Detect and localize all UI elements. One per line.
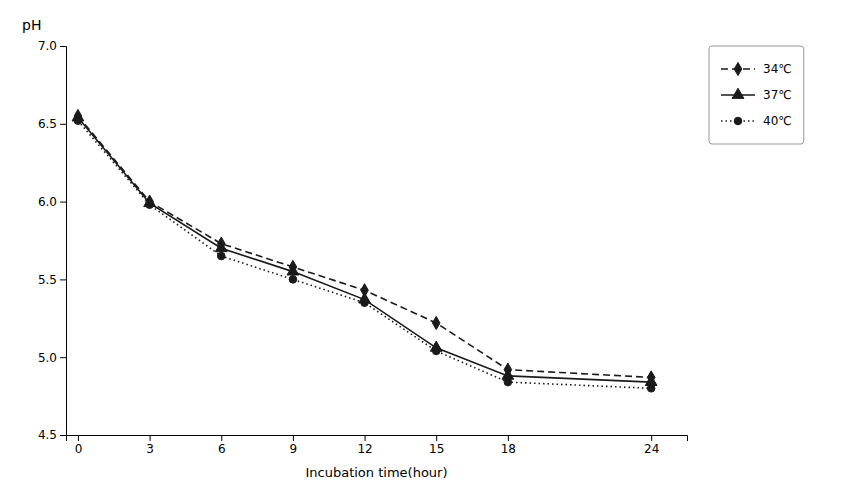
axis-line [60, 47, 67, 436]
tick-mark [60, 279, 66, 280]
tick: 6.5 [38, 117, 66, 131]
tick: 6.0 [38, 195, 66, 209]
tick-mark [150, 435, 151, 441]
tick-mark [651, 435, 652, 441]
tick-label: 0 [75, 442, 83, 456]
tick-label: 18 [501, 442, 516, 456]
tick-mark [293, 435, 294, 441]
tick: 3 [146, 435, 154, 456]
tick: 4.5 [38, 428, 66, 442]
tick-label: 24 [644, 442, 659, 456]
tick-mark [436, 435, 437, 441]
point-marker [287, 265, 299, 275]
point-marker [432, 316, 440, 329]
tick-mark [221, 435, 222, 441]
tick-label: 12 [357, 442, 372, 456]
tick: 6 [218, 435, 226, 456]
legend-marker [732, 88, 744, 98]
point-marker [647, 385, 655, 393]
point-marker [217, 252, 225, 260]
tick-label: 5.5 [38, 273, 57, 287]
tick: 15 [429, 435, 444, 456]
tick: 7.0 [38, 39, 66, 53]
x-axis: 0 3 6 9 12 15 18 24 [67, 435, 688, 456]
point-marker [146, 201, 154, 209]
tick-mark [508, 435, 509, 441]
y-axis: 4.5 5.0 5.5 6.0 6.5 7.0 [38, 39, 67, 442]
x-axis-title: Incubation time(hour) [305, 465, 447, 480]
tick-mark [60, 435, 66, 436]
legend-entry: 34℃ [721, 62, 792, 76]
legend-frame [709, 46, 804, 144]
series-line [78, 121, 651, 389]
tick-label: 4.5 [38, 428, 57, 442]
tick-mark [60, 124, 66, 125]
tick-mark [60, 46, 66, 47]
point-marker [289, 276, 297, 284]
point-marker [432, 347, 440, 355]
tick: 5.5 [38, 273, 66, 287]
tick-mark [365, 435, 366, 441]
legend-label: 34℃ [763, 62, 792, 76]
legend-marker [734, 62, 742, 75]
tick-mark [78, 435, 79, 441]
series-line [78, 116, 651, 377]
axis-line [67, 436, 688, 442]
legend-entry: 40℃ [721, 114, 792, 128]
legend-entry: 37℃ [721, 88, 792, 102]
tick: 0 [75, 435, 83, 456]
plot-area [72, 109, 657, 392]
tick-label: 5.0 [38, 351, 57, 365]
tick-label: 9 [290, 442, 298, 456]
tick: 12 [357, 435, 372, 456]
tick: 9 [290, 435, 298, 456]
tick-label: 7.0 [38, 39, 57, 53]
point-marker [361, 299, 369, 307]
y-axis-title: pH [22, 17, 41, 33]
chart: 0 3 6 9 12 15 18 24 4.5 5.0 5.5 6.0 6.5 7.0 Incubation… [0, 0, 847, 491]
series-line [78, 118, 651, 383]
tick-label: 6.0 [38, 195, 57, 209]
legend: 34℃ 37℃ 40℃ [709, 46, 804, 144]
tick-label: 15 [429, 442, 444, 456]
tick-mark [60, 357, 66, 358]
tick: 18 [501, 435, 516, 456]
tick-mark [60, 202, 66, 203]
point-marker [215, 241, 227, 251]
point-marker [504, 378, 512, 386]
point-marker [502, 369, 514, 379]
legend-marker [734, 117, 742, 125]
tick: 5.0 [38, 351, 66, 365]
legend-label: 37℃ [763, 88, 792, 102]
tick-label: 6.5 [38, 117, 57, 131]
tick-label: 3 [146, 442, 154, 456]
legend-label: 40℃ [763, 114, 792, 128]
point-marker [645, 375, 657, 385]
tick-label: 6 [218, 442, 226, 456]
point-marker [74, 117, 82, 125]
tick: 24 [644, 435, 659, 456]
